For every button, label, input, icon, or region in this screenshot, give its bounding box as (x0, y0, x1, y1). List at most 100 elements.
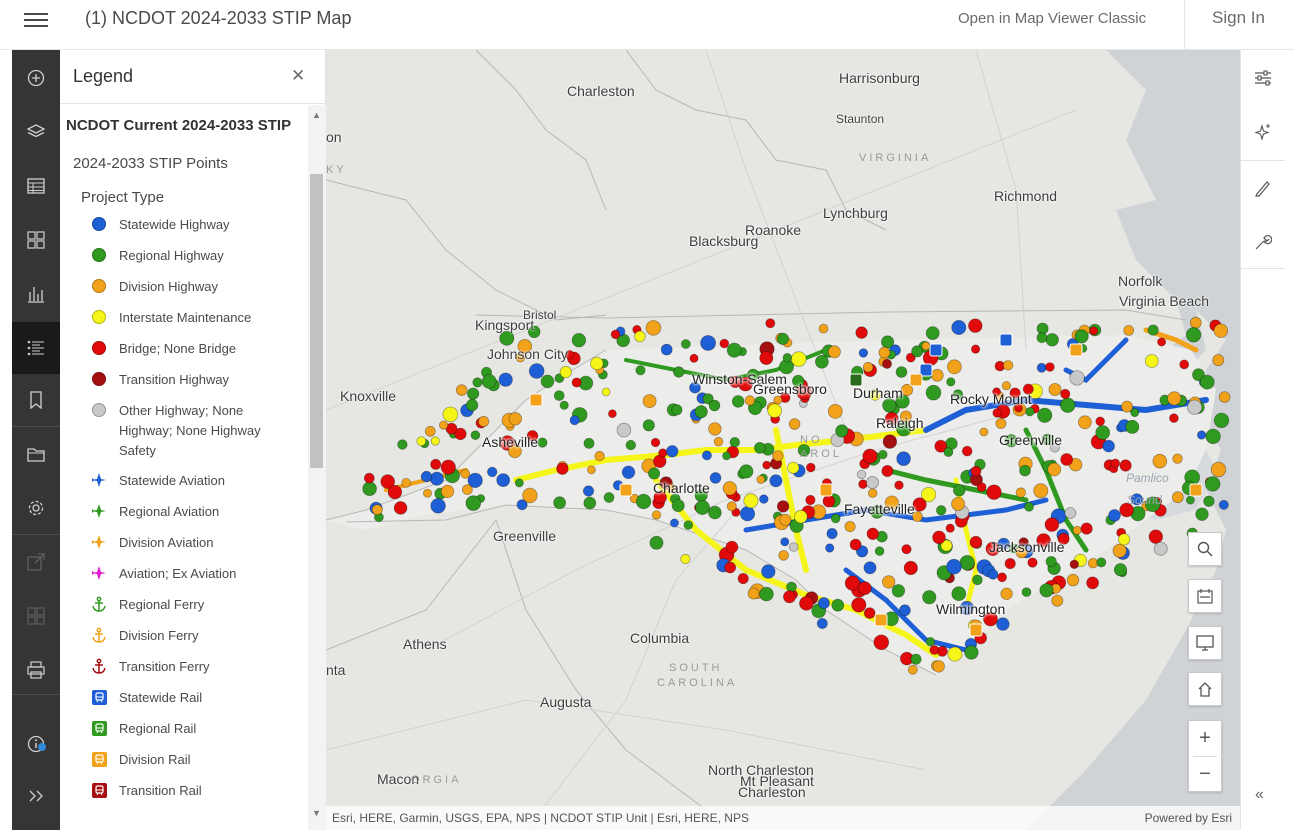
stip-project-point[interactable] (992, 408, 1002, 418)
stip-project-point[interactable] (1210, 461, 1227, 478)
stip-project-point[interactable] (773, 395, 783, 405)
stip-project-point[interactable] (582, 485, 595, 497)
stip-project-point[interactable] (1045, 555, 1057, 568)
stip-project-point[interactable] (1049, 442, 1060, 453)
stip-project-point[interactable] (397, 439, 408, 450)
stip-project-point[interactable] (481, 373, 497, 389)
rail-marker-icon[interactable] (529, 393, 543, 407)
map-view[interactable]: Charleston Harrisonburg Staunton VIRGINIA Ri… (326, 50, 1240, 830)
stip-project-point[interactable] (559, 365, 572, 379)
rail-marker-icon[interactable] (819, 483, 833, 497)
stip-project-point[interactable] (569, 415, 580, 426)
stip-project-point[interactable] (610, 329, 621, 340)
charts-button[interactable] (12, 268, 60, 320)
stip-project-point[interactable] (1004, 557, 1016, 570)
stip-project-point[interactable] (673, 366, 685, 378)
stip-project-point[interactable] (882, 575, 896, 589)
basemap-button[interactable] (12, 214, 60, 266)
stip-project-point[interactable] (947, 359, 962, 375)
stip-project-point[interactable] (660, 343, 673, 356)
stip-project-point[interactable] (708, 505, 722, 520)
stip-project-point[interactable] (992, 387, 1001, 397)
stip-project-point[interactable] (814, 354, 829, 369)
expand-toolbar-button[interactable] (12, 770, 60, 822)
stip-project-point[interactable] (895, 394, 910, 409)
stip-project-point[interactable] (943, 447, 954, 458)
rail-marker-icon[interactable] (969, 623, 983, 637)
stip-project-point[interactable] (903, 560, 918, 576)
stip-project-point[interactable] (1069, 370, 1085, 386)
rail-marker-icon[interactable] (929, 343, 943, 357)
stip-project-point[interactable] (603, 492, 615, 503)
properties-button[interactable] (1241, 52, 1285, 104)
stip-project-point[interactable] (997, 537, 1010, 551)
stip-project-point[interactable] (753, 441, 766, 454)
stip-project-point[interactable] (964, 645, 979, 660)
stip-project-point[interactable] (645, 320, 662, 336)
stip-project-point[interactable] (1021, 587, 1032, 597)
stip-project-point[interactable] (553, 390, 565, 402)
stip-project-point[interactable] (442, 406, 459, 423)
stip-project-point[interactable] (951, 319, 967, 335)
stip-project-point[interactable] (1045, 362, 1055, 372)
stip-project-point[interactable] (936, 505, 947, 516)
stip-project-point[interactable] (470, 430, 481, 441)
stip-project-point[interactable] (498, 372, 513, 387)
stip-project-point[interactable] (590, 356, 604, 371)
stip-project-point[interactable] (856, 469, 867, 480)
stip-project-point[interactable] (460, 468, 471, 479)
stip-project-point[interactable] (951, 586, 967, 602)
stip-project-point[interactable] (816, 618, 828, 630)
legend-scrollbar-thumb[interactable] (310, 174, 323, 468)
rail-marker-icon[interactable] (1189, 483, 1203, 497)
stip-project-point[interactable] (522, 487, 538, 504)
stip-project-point[interactable] (729, 437, 741, 448)
stip-project-point[interactable] (1036, 533, 1051, 548)
stip-project-point[interactable] (737, 572, 749, 585)
stip-project-point[interactable] (731, 395, 745, 408)
stip-project-point[interactable] (1112, 543, 1127, 558)
stip-project-point[interactable] (765, 318, 776, 329)
stip-project-point[interactable] (970, 465, 982, 477)
stip-project-point[interactable] (467, 387, 480, 400)
stip-project-point[interactable] (583, 496, 597, 510)
stip-project-point[interactable] (961, 445, 973, 457)
stip-project-point[interactable] (827, 345, 841, 359)
stip-project-point[interactable] (912, 511, 923, 523)
stip-project-point[interactable] (1060, 453, 1074, 466)
stip-project-point[interactable] (882, 434, 898, 449)
stip-project-point[interactable] (1036, 362, 1047, 373)
close-icon[interactable]: ✕ (291, 66, 306, 85)
stip-project-point[interactable] (387, 484, 403, 500)
stip-project-point[interactable] (878, 346, 891, 359)
stip-project-point[interactable] (907, 664, 918, 675)
stip-project-point[interactable] (635, 365, 646, 376)
zoom-in-button[interactable]: + (1199, 727, 1211, 749)
rail-marker-icon[interactable] (999, 333, 1013, 347)
stip-project-point[interactable] (799, 596, 814, 611)
stip-project-point[interactable] (844, 520, 856, 533)
stip-project-point[interactable] (454, 427, 467, 441)
stip-project-point[interactable] (526, 430, 539, 442)
stip-project-point[interactable] (465, 398, 479, 412)
stip-project-point[interactable] (1087, 558, 1099, 569)
stip-project-point[interactable] (667, 483, 676, 493)
stip-project-point[interactable] (1110, 458, 1121, 469)
stip-project-point[interactable] (747, 587, 760, 600)
stip-project-point[interactable] (1179, 359, 1190, 370)
stip-project-point[interactable] (1130, 408, 1140, 418)
stip-project-point[interactable] (625, 439, 637, 451)
stip-project-point[interactable] (371, 504, 383, 516)
stip-project-point[interactable] (650, 437, 661, 448)
stip-project-point[interactable] (440, 484, 455, 499)
stip-project-point[interactable] (959, 555, 975, 571)
stip-project-point[interactable] (788, 418, 801, 430)
stip-project-point[interactable] (1171, 491, 1184, 504)
stip-project-point[interactable] (642, 394, 657, 409)
stip-project-point[interactable] (559, 400, 569, 410)
home-button[interactable] (1188, 672, 1222, 706)
stip-project-point[interactable] (1095, 416, 1105, 427)
stip-project-point[interactable] (996, 617, 1010, 631)
stip-project-point[interactable] (1064, 507, 1077, 519)
stip-project-point[interactable] (540, 374, 555, 389)
